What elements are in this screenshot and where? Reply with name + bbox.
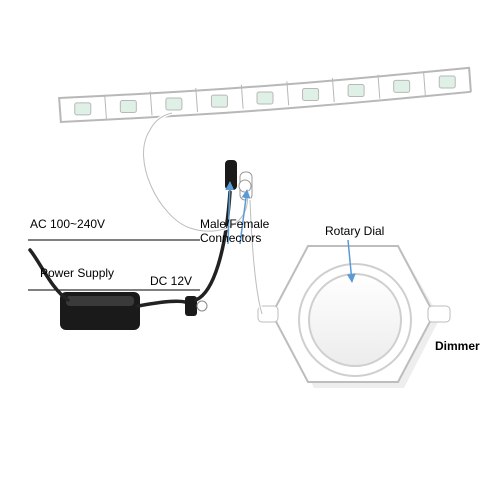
diagram-svg [0,0,500,500]
led-strip [59,68,471,122]
led-chip [75,103,91,115]
wire-dc-out [138,301,185,306]
wiring-diagram: AC 100~240V Power Supply DC 12V Male/Fem… [0,0,500,500]
led-chip [303,88,319,100]
led-chip [394,80,410,92]
led-chip [348,85,364,97]
wire-dark-up [196,192,230,300]
rotary-dial[interactable] [309,274,401,366]
label-ac: AC 100~240V [30,218,105,232]
label-conn: Male/Female Connectors [200,218,269,246]
power-supply [60,292,140,330]
led-chip [120,101,136,113]
led-chip [439,76,455,88]
label-dial: Rotary Dial [325,225,384,239]
psu-highlight [66,296,134,306]
dc-jack-pin [197,301,207,311]
led-chip [257,92,273,104]
label-psu: Power Supply [40,267,114,281]
label-dimmer: Dimmer [435,340,480,354]
led-chip [166,98,182,110]
barrel-connector [225,160,237,190]
label-dc: DC 12V [150,275,192,289]
led-chip [211,95,227,107]
dimmer [258,246,450,388]
